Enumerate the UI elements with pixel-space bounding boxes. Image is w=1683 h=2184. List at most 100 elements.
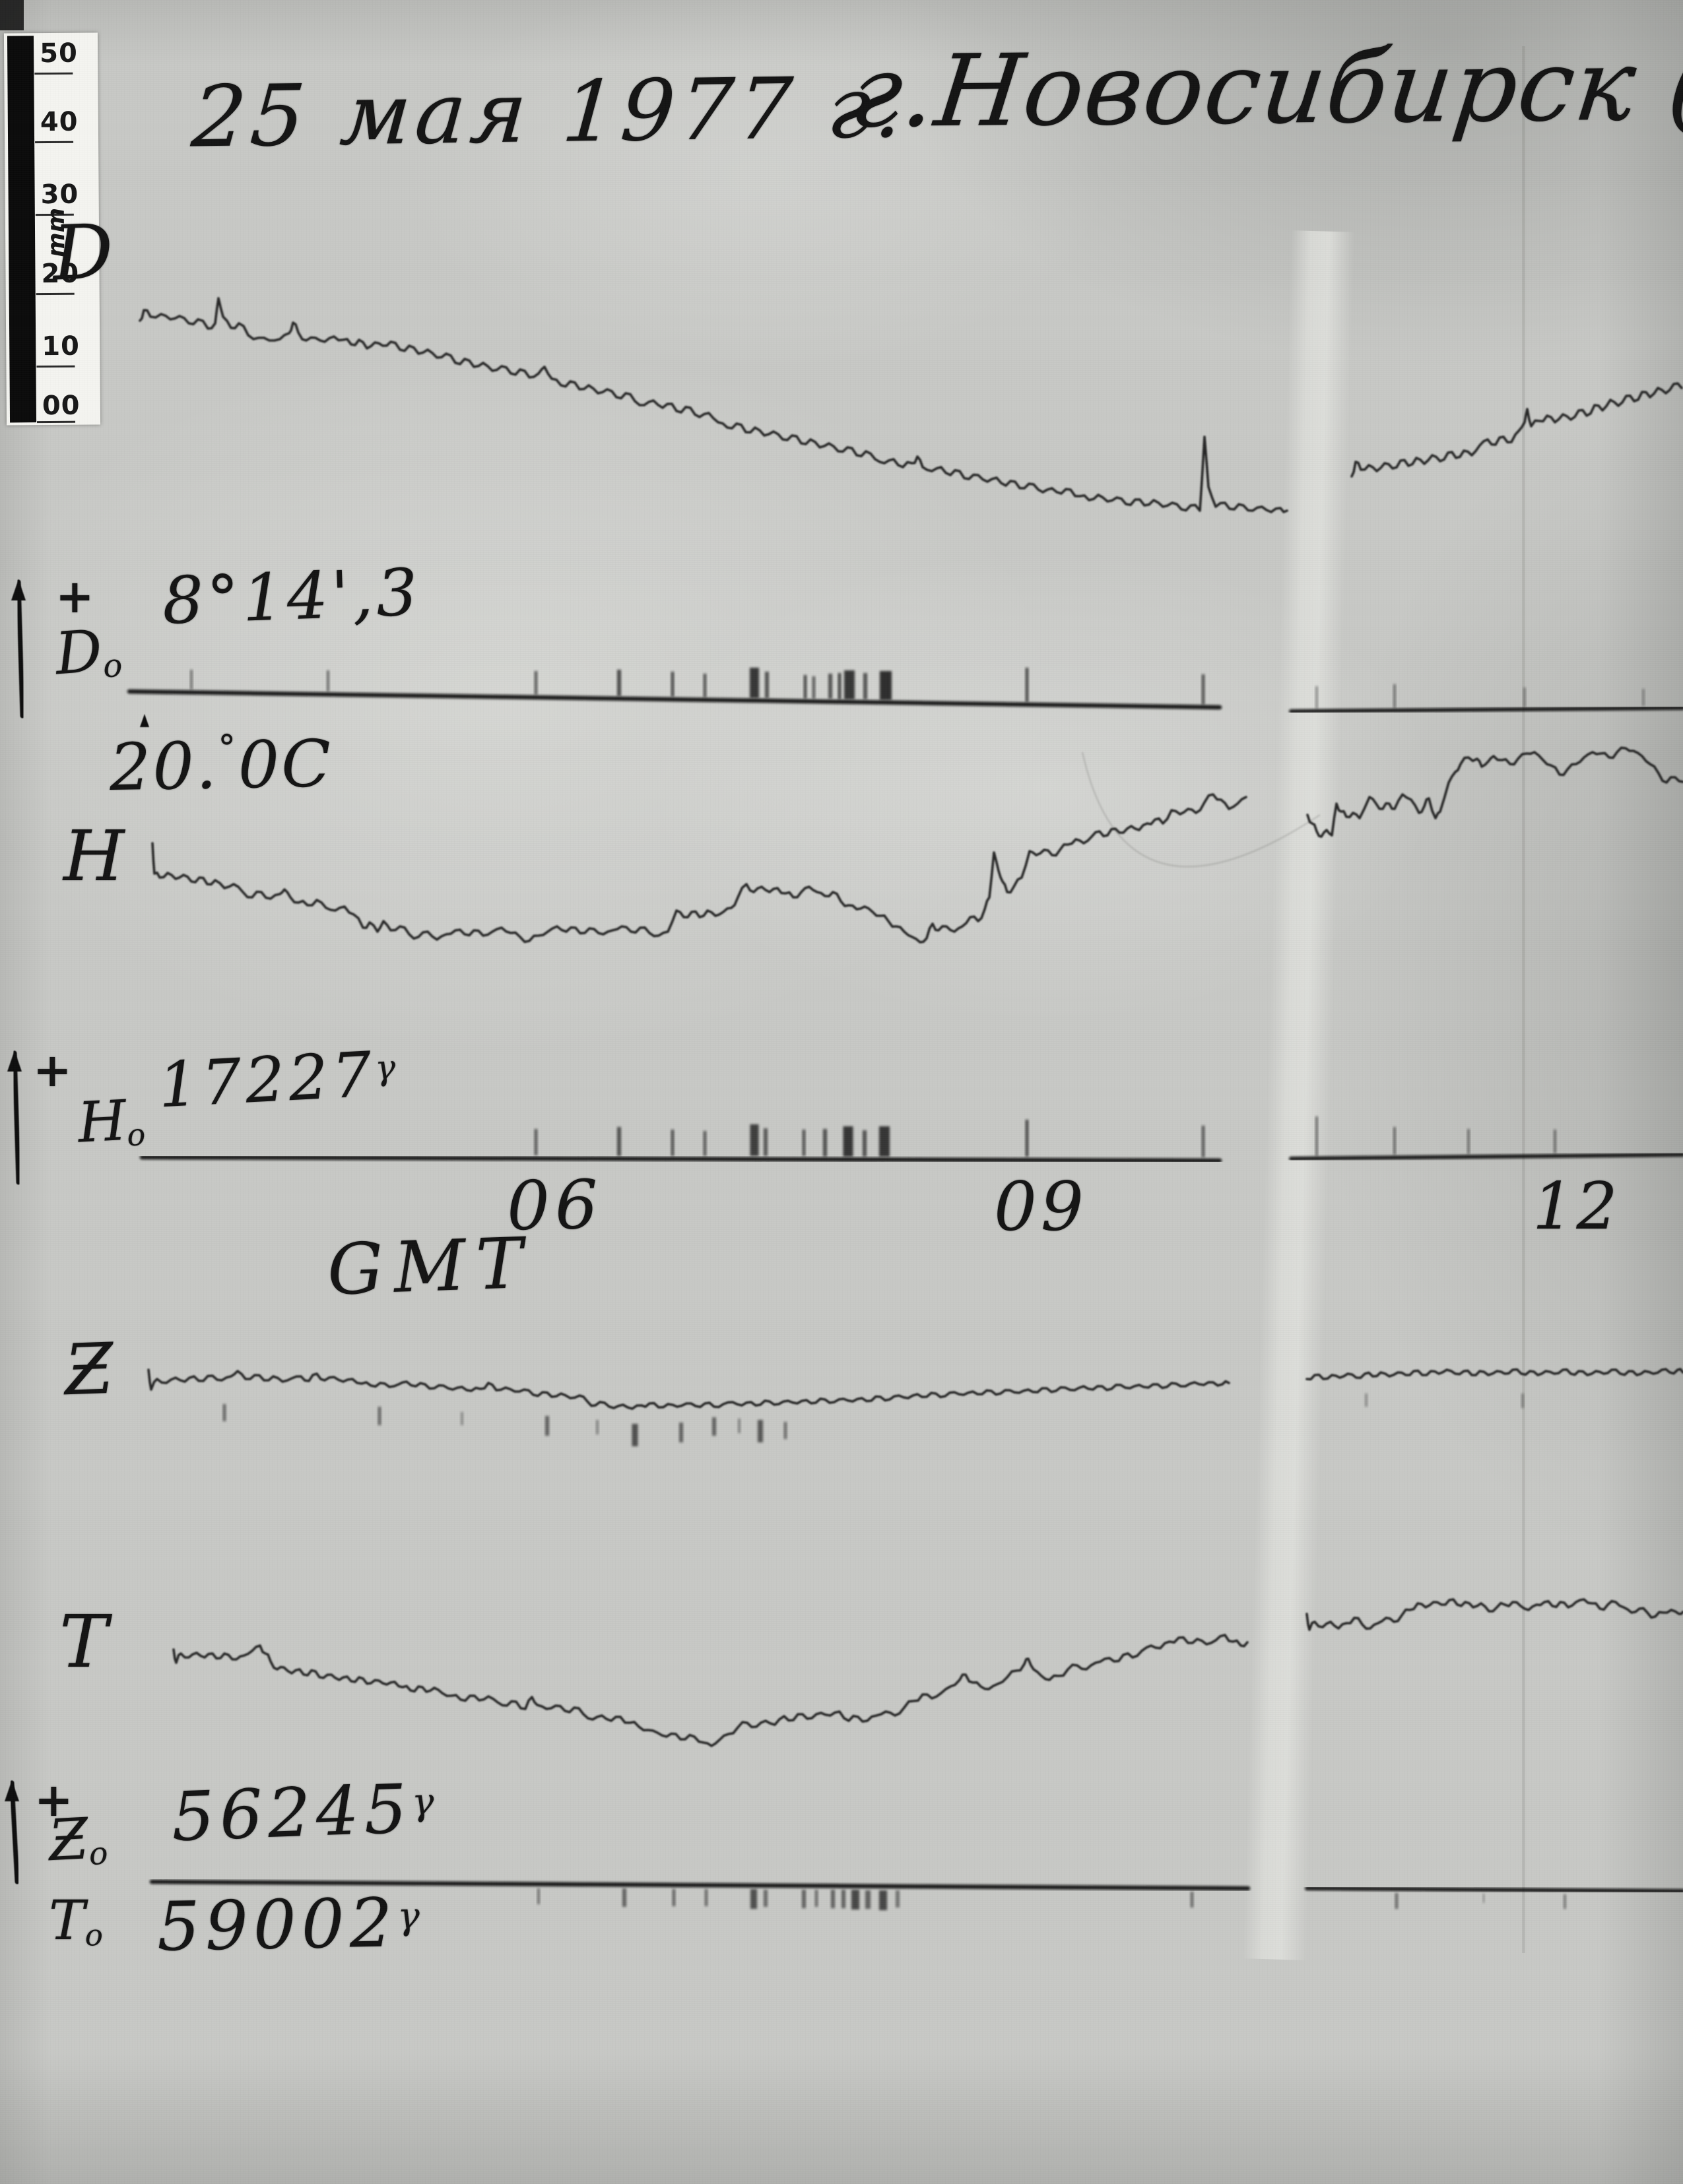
h0-ticks [671,1130,675,1156]
z-ticks [461,1412,463,1425]
arrow-head-icon [5,1780,19,1801]
d0-ticks [1201,674,1205,705]
d0-ticks [863,673,867,699]
z-ticks [783,1422,787,1439]
gamma-unit: γ [374,1047,401,1089]
z-ticks [738,1419,741,1433]
baseline-H0 [1289,1153,1683,1161]
z0-ticks [879,1890,887,1910]
scale-label-50: 50 [39,38,78,69]
baseline-value-D0: 8°14',3 [161,555,422,639]
z0-ticks [814,1890,818,1907]
gamma-unit: γ [397,1894,426,1939]
z-ticks [596,1420,599,1434]
d0-ticks [534,671,538,695]
z0-ticks [672,1889,676,1906]
scale-bar-black-strip [7,36,37,423]
scale-label-10: 10 [42,331,81,362]
scale-tick [35,141,74,144]
z0-ticks [704,1889,708,1906]
d0-ticks [671,672,675,697]
channel-label-H: H [63,816,125,897]
corner-mark [0,0,24,30]
z0-ticks [750,1889,757,1909]
h0-ticks [1315,1116,1318,1156]
trace-H [1306,746,1683,838]
h0-ticks [534,1129,538,1155]
h0-ticks [863,1130,867,1157]
z-ticks [712,1417,716,1436]
arrow-head-icon [11,579,26,600]
h0-ticks [1201,1126,1205,1157]
h0-ticks [802,1130,806,1156]
baseline-D0 [1289,706,1683,713]
arrow-head-icon [140,714,149,727]
z-ticks [1365,1394,1368,1407]
h0-ticks [823,1129,827,1157]
z0-ticks [842,1890,845,1908]
z0-ticks [764,1890,768,1907]
baseline-label-T0: To [49,1890,103,1953]
d0-ticks [880,671,892,700]
h0-ticks [1467,1129,1470,1154]
d0-ticks [703,674,707,697]
h0-ticks [879,1126,890,1157]
d0-ticks [828,674,832,699]
gmt-label: GMT [325,1222,535,1311]
z-ticks [545,1416,549,1436]
d0-ticks [1523,688,1526,707]
trace-D [139,297,1288,513]
h0-ticks [843,1126,853,1157]
z0-ticks [865,1890,871,1909]
title-date: 25 мая 1977 г. [188,58,911,167]
z0-ticks [1395,1893,1399,1909]
d0-ticks [844,670,855,699]
z-ticks [632,1424,638,1446]
z0-ticks [1190,1892,1194,1908]
plus-sign-H0: + [33,1043,72,1097]
degree-mark: ° [217,726,238,769]
baseline-H0 [139,1155,1222,1163]
z0-ticks [1564,1894,1566,1909]
d0-ticks [617,670,621,696]
baseline-label-D0: Do [53,616,124,688]
z0-ticks [896,1890,900,1908]
trace-T [172,1634,1249,1747]
scale-label-00: 00 [42,390,81,422]
arrow-head-icon [7,1050,22,1072]
h0-ticks [1025,1120,1029,1157]
d0-ticks [838,673,842,699]
channel-label-D: D [51,207,115,298]
hour-label-09: 09 [994,1168,1088,1246]
d0-ticks [812,676,816,699]
z0-ticks [1482,1894,1485,1903]
trace-Z [147,1368,1230,1410]
plus-direction-arrow [12,1050,21,1185]
d0-ticks [750,668,759,698]
z-ticks [758,1420,763,1442]
h0-ticks [617,1127,621,1156]
d0-ticks [327,670,329,691]
temperature-value: 20.°0C [109,726,334,806]
baseline-label-Z0: Ƶo [47,1806,109,1875]
d0-ticks [803,675,807,699]
plus-sign-Z0: + [34,1772,73,1827]
h0-ticks [1554,1130,1556,1153]
z0-ticks [831,1890,835,1908]
scale-tick [37,420,76,424]
trace-H [151,793,1247,944]
channel-label-Z: Ƶ [63,1328,115,1411]
paper-crease-arc [1081,752,1321,868]
d0-ticks [1315,686,1318,709]
z0-ticks [802,1890,806,1908]
h0-ticks [750,1124,759,1156]
baseline-Z0T0 [1305,1886,1683,1893]
d0-ticks [1025,668,1029,702]
baseline-value-H0: 17227γ [156,1039,401,1122]
vertical-crease [1522,46,1525,1953]
scale-tick [34,72,73,75]
z0-ticks [537,1888,540,1904]
z0-ticks [622,1888,626,1907]
